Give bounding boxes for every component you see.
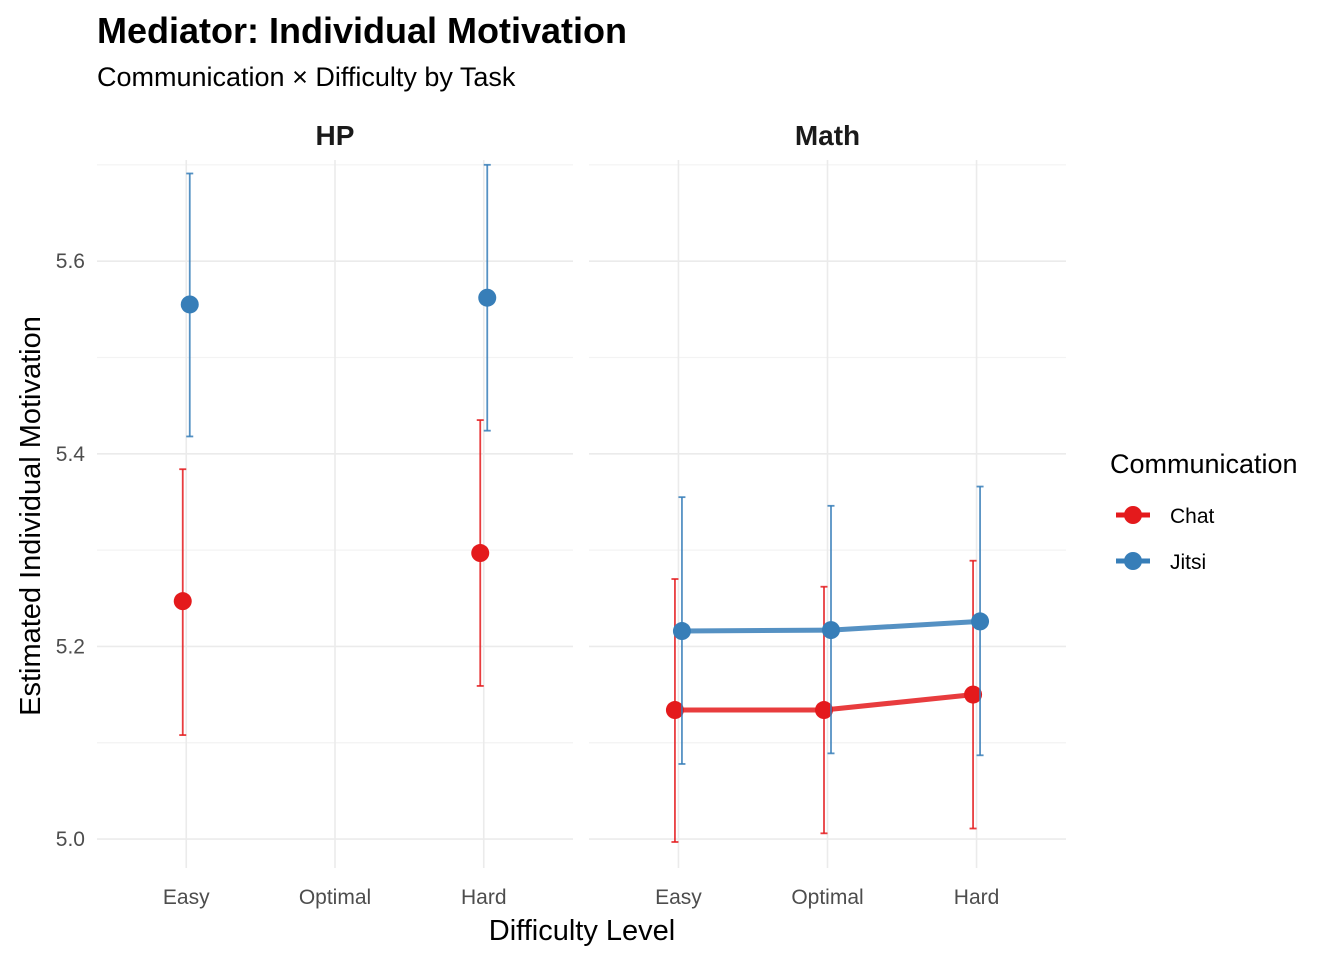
chart-title: Mediator: Individual Motivation (97, 10, 627, 51)
data-point (815, 701, 833, 720)
y-tick-label: 5.0 (56, 828, 85, 851)
y-axis-tick-labels: 5.0 5.2 5.4 5.6 (56, 250, 86, 851)
facet-label-math: Math (795, 120, 860, 151)
series-chat (665, 559, 983, 843)
data-point (971, 612, 990, 631)
x-axis-title: Difficulty Level (489, 915, 675, 947)
panel-hp: Easy Optimal Hard HP (97, 120, 573, 909)
y-tick-label: 5.6 (56, 250, 85, 273)
y-tick-label: 5.2 (56, 635, 85, 658)
x-tick-label: Hard (954, 886, 1000, 909)
data-point (173, 592, 192, 611)
chart-subtitle: Communication × Difficulty by Task (97, 62, 516, 92)
data-point (964, 685, 983, 704)
x-tick-label: Hard (461, 886, 507, 909)
x-tick-label: Easy (163, 886, 210, 909)
y-tick-label: 5.4 (56, 443, 86, 466)
series-jitsi (180, 163, 497, 438)
x-tick-label: Easy (655, 886, 702, 909)
data-point (471, 544, 490, 563)
panel-math: Easy Optimal Hard Math (589, 120, 1066, 909)
data-point (822, 621, 840, 640)
legend-key-point (1124, 552, 1142, 570)
legend-item-jitsi: Jitsi (1116, 551, 1206, 574)
series-line-segment (679, 627, 834, 634)
facet-label-hp: HP (316, 120, 355, 151)
legend-title: Communication (1110, 449, 1298, 479)
legend-label: Jitsi (1170, 551, 1206, 574)
legend-key-point (1124, 506, 1142, 524)
y-axis-title: Estimated Individual Motivation (15, 316, 47, 716)
data-point (665, 701, 684, 720)
x-tick-label: Optimal (791, 886, 863, 909)
data-point (478, 288, 497, 307)
series-jitsi (672, 485, 990, 765)
data-point (180, 295, 199, 314)
x-tick-label: Optimal (299, 886, 371, 909)
series-line-segment (828, 618, 983, 633)
legend: Communication Chat Jitsi (1110, 449, 1298, 574)
series-line-segment (821, 692, 976, 713)
legend-label: Chat (1170, 505, 1215, 528)
chart-panels: Easy Optimal Hard HP Easy Optimal Hard Math (97, 120, 1066, 909)
legend-item-chat: Chat (1116, 505, 1215, 528)
series-chat (173, 419, 490, 736)
data-point (672, 622, 691, 641)
